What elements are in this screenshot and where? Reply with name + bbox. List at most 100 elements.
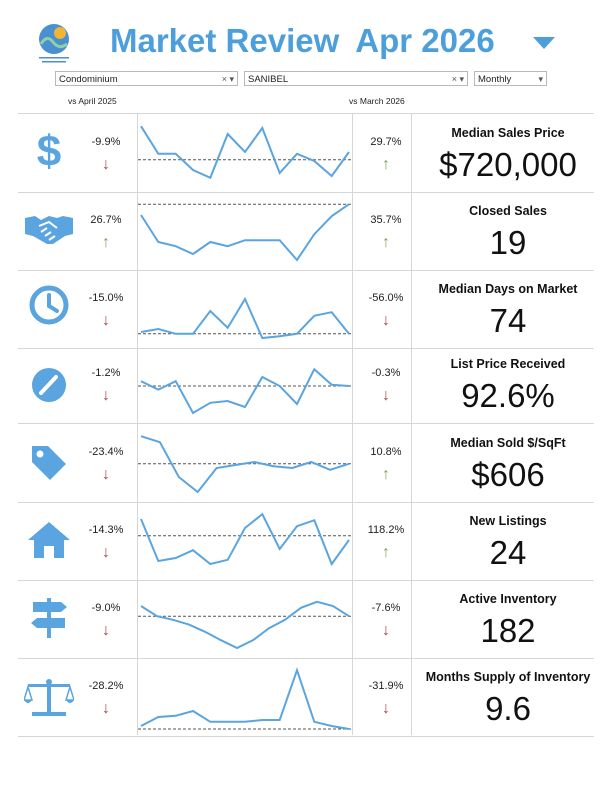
arrow-up-icon: ↑ <box>102 234 110 251</box>
row-divider <box>18 736 594 737</box>
arrow-up-icon: ↑ <box>382 234 390 251</box>
arrow-up-icon: ↑ <box>382 466 390 483</box>
title-month: Apr 2026 <box>355 22 495 59</box>
brand-logo <box>33 22 75 66</box>
period-value: Monthly <box>478 74 512 85</box>
sparkline-chart <box>138 512 352 567</box>
period-select[interactable]: Monthly ▾ <box>474 71 547 86</box>
area-value: SANIBEL <box>248 74 289 85</box>
mom-change: 118.2% <box>367 524 405 536</box>
mom-subheader: vs March 2026 <box>349 96 405 106</box>
arrow-up-icon: ↑ <box>382 544 390 561</box>
mom-change: -31.9% <box>368 680 404 692</box>
metric-label: New Listings <box>469 514 547 528</box>
metric-label: Median Days on Market <box>438 282 578 296</box>
metric-value: 92.6% <box>461 377 555 414</box>
mom-change: -7.6% <box>371 602 401 614</box>
area-controls[interactable]: × ▾ <box>452 72 464 87</box>
metric-row: -9.0% ↓ -7.6% ↓ Active Inventory 182 <box>18 580 594 658</box>
yoy-change: -15.0% <box>88 292 124 304</box>
arrow-down-icon: ↓ <box>382 387 390 404</box>
sparkline-chart <box>138 296 352 340</box>
sparkline-chart <box>138 367 352 415</box>
metric-value: 24 <box>489 534 527 571</box>
metric-label: Median Sold $/SqFt <box>450 436 566 450</box>
metric-row: 26.7% ↑ 35.7% ↑ Closed Sales 19 <box>18 192 594 270</box>
sparkline-chart <box>138 600 352 650</box>
property-type-value: Condominium <box>59 74 118 85</box>
arrow-down-icon: ↓ <box>102 156 110 173</box>
page-title: Market Review Apr 2026 <box>110 22 495 60</box>
svg-text:$: $ <box>37 128 61 172</box>
sparkline-series <box>140 512 350 567</box>
row-divider <box>18 348 594 349</box>
yoy-change: -9.9% <box>91 136 121 148</box>
metric-row: -1.2% ↓ -0.3% ↓ List Price Received 92.6% <box>18 345 594 423</box>
mom-change: 35.7% <box>370 214 402 226</box>
metric-row: -23.4% ↓ 10.8% ↑ Median Sold $/SqFt $606 <box>18 424 594 502</box>
row-divider <box>18 423 594 424</box>
property-type-controls[interactable]: × ▾ <box>222 72 234 87</box>
sparkline-series <box>140 203 350 262</box>
dollar-icon: $ <box>18 127 80 177</box>
mom-change: 10.8% <box>370 446 402 458</box>
mom-change: 29.7% <box>370 136 402 148</box>
sparkline-series <box>140 667 350 730</box>
row-divider <box>18 580 594 581</box>
yoy-change: 26.7% <box>90 214 122 226</box>
metric-row: $ -9.9% ↓ 29.7% ↑ Median Sales Price $720,000 <box>18 114 594 192</box>
metric-row: -14.3% ↓ 118.2% ↑ New Listings 24 <box>18 502 594 580</box>
mom-change: -0.3% <box>371 367 401 379</box>
spark-right-divider <box>352 114 353 735</box>
arrow-down-icon: ↓ <box>382 312 390 329</box>
property-type-select[interactable]: Condominium × ▾ <box>55 71 238 86</box>
spark-left-divider <box>137 114 138 735</box>
scale-icon <box>18 676 80 723</box>
yoy-change: -28.2% <box>88 680 124 692</box>
sparkline-chart <box>138 125 352 180</box>
yoy-subheader: vs April 2025 <box>68 96 117 106</box>
metric-label: List Price Received <box>450 357 566 371</box>
arrow-down-icon: ↓ <box>102 622 110 639</box>
metric-label: Months Supply of Inventory <box>425 670 591 684</box>
arrow-up-icon: ↑ <box>382 156 390 173</box>
yoy-change: -14.3% <box>88 524 124 536</box>
arrow-down-icon: ↓ <box>102 544 110 561</box>
sparkline-chart <box>138 435 352 494</box>
mom-change: -56.0% <box>368 292 404 304</box>
arrow-down-icon: ↓ <box>102 387 110 404</box>
clear-icon[interactable]: × <box>221 74 227 84</box>
chevron-down-icon[interactable]: ▾ <box>229 74 234 84</box>
sparkline-chart <box>138 667 352 730</box>
metric-row: -28.2% ↓ -31.9% ↓ Months Supply of Inventory… <box>18 658 594 736</box>
title-text: Market Review <box>110 22 340 59</box>
signpost-icon <box>18 596 80 645</box>
gauge-icon <box>18 365 80 410</box>
sparkline-series <box>140 367 350 415</box>
yoy-change: -9.0% <box>91 602 121 614</box>
handshake-icon <box>18 210 80 251</box>
clock-icon <box>18 284 80 331</box>
metric-value: 74 <box>489 302 527 339</box>
metric-label: Median Sales Price <box>451 126 565 140</box>
arrow-down-icon: ↓ <box>102 700 110 717</box>
metric-value: 19 <box>489 224 527 261</box>
metric-value: 9.6 <box>485 690 531 727</box>
sparkline-series <box>140 125 350 180</box>
sparkline-series <box>140 296 350 340</box>
sparkline-chart <box>138 203 352 262</box>
metric-row: -15.0% ↓ -56.0% ↓ Median Days on Market 74 <box>18 270 594 348</box>
clear-icon[interactable]: × <box>451 74 457 84</box>
row-divider <box>18 192 594 193</box>
month-dropdown-icon[interactable] <box>533 37 555 49</box>
arrow-down-icon: ↓ <box>102 312 110 329</box>
metric-value: $606 <box>471 456 545 493</box>
area-select[interactable]: SANIBEL × ▾ <box>244 71 468 86</box>
chevron-down-icon[interactable]: ▾ <box>459 74 464 84</box>
chevron-down-icon[interactable]: ▾ <box>538 74 543 84</box>
value-divider <box>411 114 412 735</box>
arrow-down-icon: ↓ <box>382 700 390 717</box>
arrow-down-icon: ↓ <box>382 622 390 639</box>
sparkline-series <box>140 600 350 650</box>
metric-value: $720,000 <box>439 146 577 183</box>
